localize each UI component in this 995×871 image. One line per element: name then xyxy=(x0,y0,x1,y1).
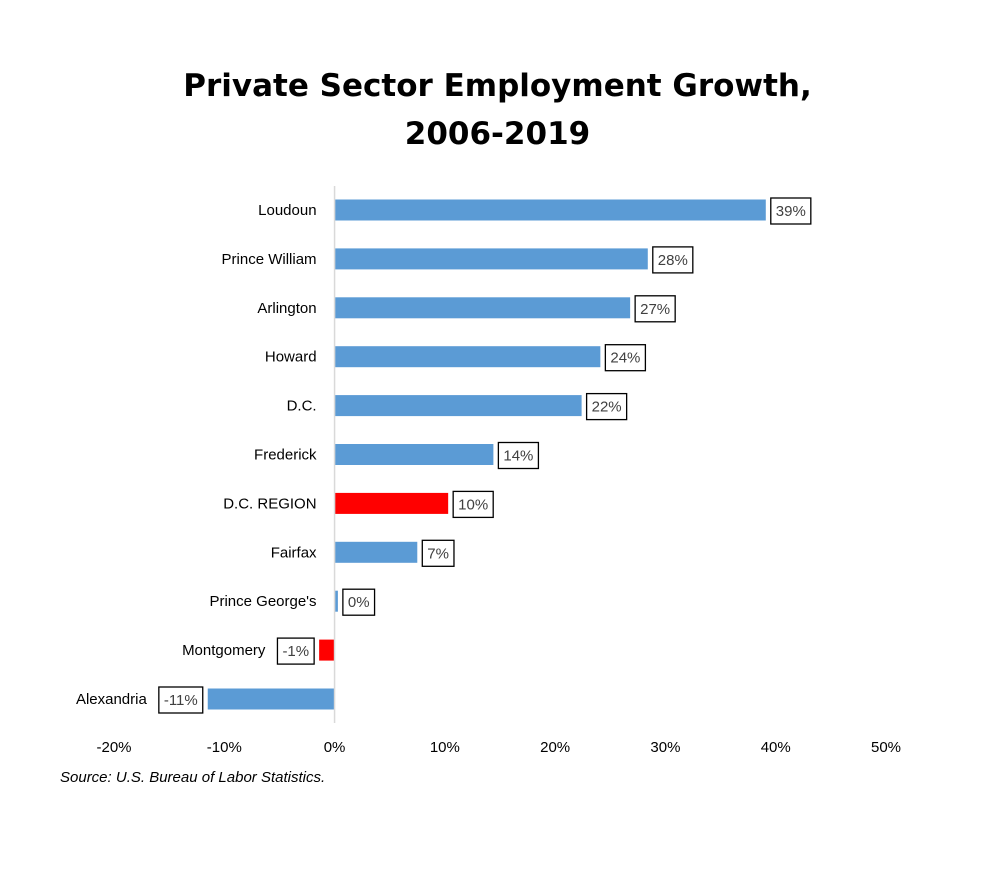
chart-title-line-2: 2006-2019 xyxy=(404,116,591,152)
category-label-howard: Howard xyxy=(265,349,317,366)
x-tick-label-5: 30% xyxy=(650,739,680,756)
bars-layer xyxy=(207,199,766,710)
bar-howard xyxy=(334,346,601,368)
bar-montgomery xyxy=(319,639,335,661)
x-tick-label-4: 20% xyxy=(540,739,570,756)
data-label-howard: 24% xyxy=(610,350,640,367)
data-label-box-d-c xyxy=(585,392,628,421)
data-label-box-loudoun xyxy=(770,197,812,225)
data-label-box-arlington xyxy=(634,295,676,323)
bar-frederick xyxy=(334,444,494,465)
data-label-frederick: 14% xyxy=(503,448,533,465)
category-label-prince-william: Prince William xyxy=(222,251,317,268)
data-label-box-frederick xyxy=(497,441,540,470)
data-label-d-c: 22% xyxy=(592,399,622,416)
category-label-arlington: Arlington xyxy=(257,300,316,317)
data-label-box-prince-william xyxy=(652,246,694,274)
bar-fairfax xyxy=(334,541,418,563)
data-label-box-d-c-region xyxy=(452,490,494,519)
data-label-arlington: 27% xyxy=(640,301,670,318)
x-tick-label-0: -20% xyxy=(96,739,131,756)
chart-title: Private Sector Employment Growth, 2006-2… xyxy=(0,62,995,158)
data-label-box-prince-george-s xyxy=(342,588,376,616)
x-tick-label-1: -10% xyxy=(207,739,242,756)
data-label-box-fairfax xyxy=(421,539,455,567)
bar-prince-william xyxy=(334,248,648,270)
category-label-prince-george-s: Prince George's xyxy=(209,593,316,610)
x-axis-tick-labels: -20% -10% 0% 10% 20% 30% 40% 50% xyxy=(96,739,901,756)
data-label-prince-george-s: 0% xyxy=(348,594,370,611)
category-label-alexandria: Alexandria xyxy=(76,691,148,708)
category-label-fairfax: Fairfax xyxy=(271,544,317,561)
x-tick-label-7: 50% xyxy=(871,739,901,756)
category-label-loudoun: Loudoun xyxy=(258,202,316,219)
data-label-montgomery: -1% xyxy=(282,643,309,660)
data-label-loudoun: 39% xyxy=(776,203,806,220)
data-label-fairfax: 7% xyxy=(427,545,449,562)
source-note: Source: U.S. Bureau of Labor Statistics. xyxy=(60,769,326,786)
x-tick-label-6: 40% xyxy=(761,739,791,756)
data-label-box-montgomery xyxy=(276,637,315,665)
bar-d-c xyxy=(334,395,582,417)
category-label-montgomery: Montgomery xyxy=(182,642,266,659)
data-label-alexandria: -11% xyxy=(164,692,198,709)
data-label-prince-william: 28% xyxy=(658,252,688,269)
bar-alexandria xyxy=(207,688,335,710)
category-label-frederick: Frederick xyxy=(254,447,317,464)
chart-title-line-1: Private Sector Employment Growth, xyxy=(183,68,812,104)
category-label-d-c-region: D.C. REGION xyxy=(223,495,316,512)
bar-d-c-region xyxy=(334,492,449,514)
data-label-d-c-region: 10% xyxy=(458,496,488,513)
x-tick-label-2: 0% xyxy=(324,739,346,756)
category-label-d-c: D.C. xyxy=(287,398,317,415)
data-label-box-howard xyxy=(604,344,647,372)
bar-arlington xyxy=(334,297,631,319)
bar-prince-george-s xyxy=(334,590,338,612)
bar-loudoun xyxy=(334,199,766,221)
labels-layer: 39% Loudoun 28% Prince William 27% Arlington 2… xyxy=(76,197,812,714)
x-tick-label-3: 10% xyxy=(430,739,460,756)
data-label-box-alexandria xyxy=(158,686,204,714)
